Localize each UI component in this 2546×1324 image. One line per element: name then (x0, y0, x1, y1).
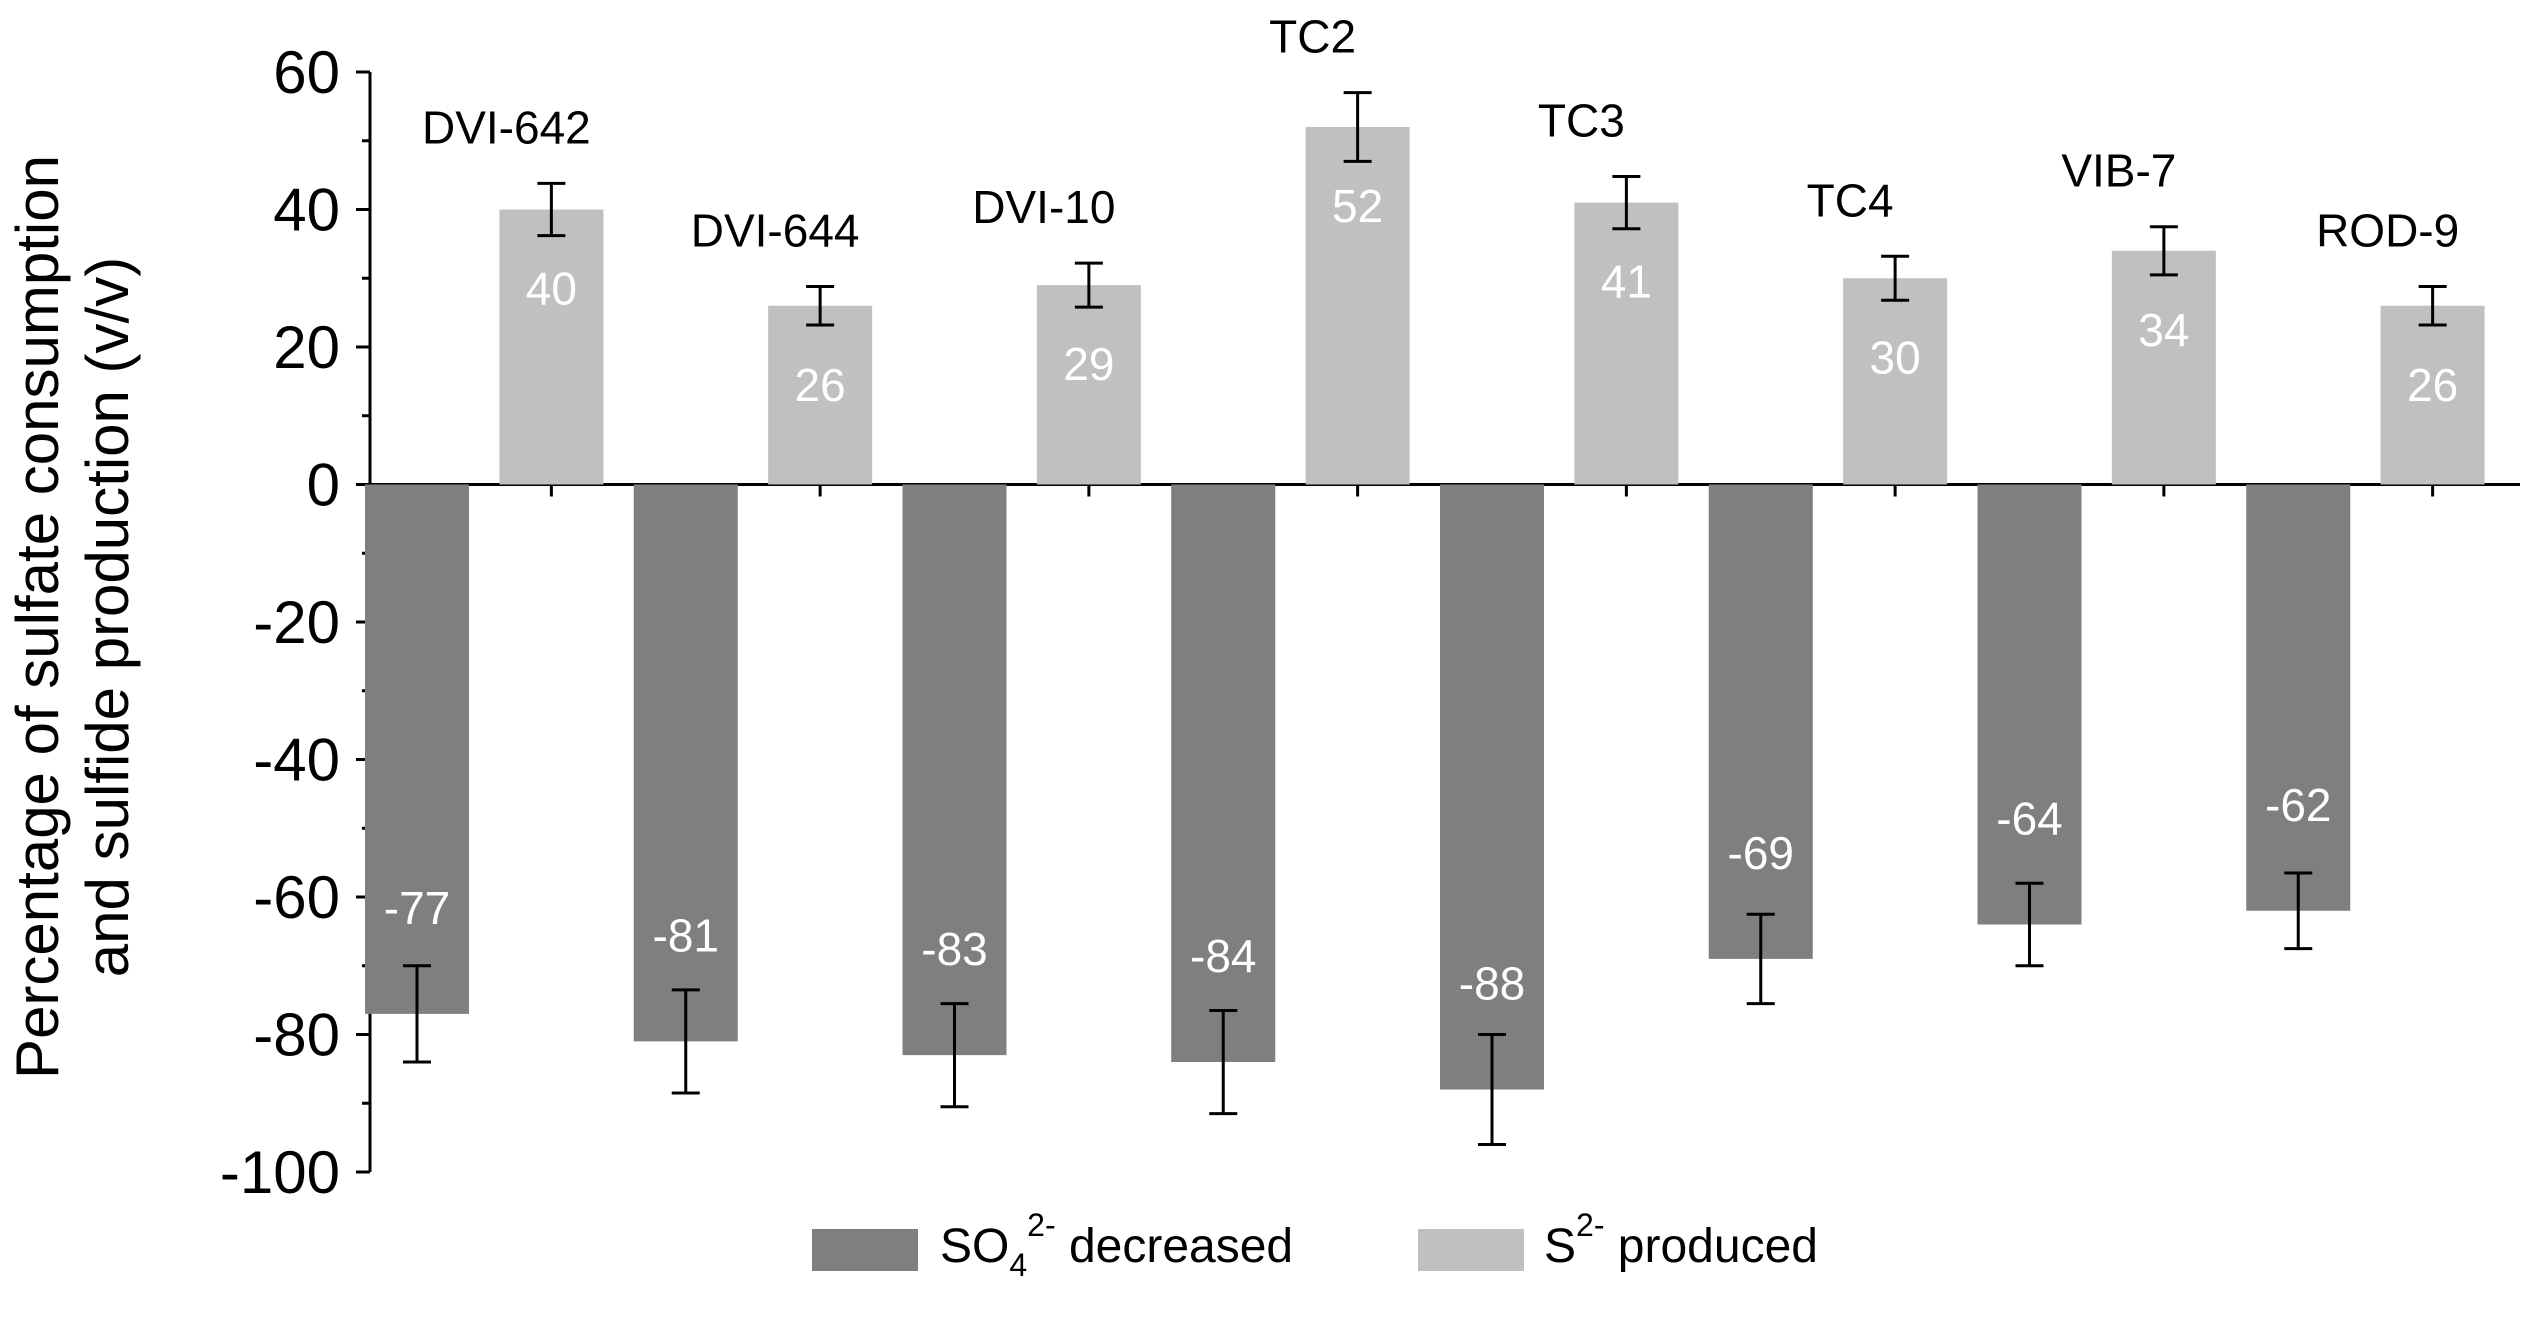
category-label: TC2 (1269, 11, 1356, 63)
value-label-s2: 41 (1601, 256, 1652, 308)
value-label-so4: -81 (653, 909, 719, 961)
y-tick-label: -80 (253, 1002, 340, 1069)
category-label: VIB-7 (2061, 145, 2176, 197)
bar-s2-produced (768, 305, 873, 485)
series-s2-produced (499, 91, 2485, 485)
series-so4-decreased (365, 484, 2351, 1146)
bar-s2-produced (1574, 202, 1679, 485)
bar-so4-decreased (1977, 484, 2082, 925)
value-label-so4: -64 (1996, 793, 2062, 845)
y-tick-label: -40 (253, 727, 340, 794)
value-label-s2: 29 (1063, 338, 1114, 390)
bar-so4-decreased (1708, 484, 1813, 959)
y-tick-label: 40 (273, 177, 340, 244)
value-label-so4: -69 (1728, 827, 1794, 879)
bar-so4-decreased (365, 484, 469, 1014)
bar-s2-produced (1305, 127, 1410, 485)
value-label-so4: -88 (1459, 958, 1525, 1010)
value-label-s2: 52 (1332, 180, 1383, 232)
category-label: DVI-642 (422, 101, 591, 153)
legend-swatch-so4 (812, 1229, 918, 1271)
bar-so4-decreased (1440, 484, 1544, 1090)
bar-s2-produced (499, 209, 604, 485)
value-label-so4: -62 (2265, 779, 2331, 831)
category-label: TC4 (1807, 174, 1894, 226)
bar-so4-decreased (633, 484, 738, 1042)
category-label: TC3 (1538, 95, 1625, 147)
bar-so4-decreased (902, 484, 1007, 1056)
category-label: ROD-9 (2316, 205, 2459, 257)
data-labels: -77 40 DVI-642 -81 26 DVI-644 -83 29 DVI-10 -84 52… (384, 11, 2459, 1010)
legend-label-s2: S2- produced (1544, 1207, 1818, 1273)
value-label-s2: 34 (2138, 304, 2189, 356)
value-label-s2: 30 (1870, 331, 1921, 383)
bar-s2-produced (1843, 278, 1948, 485)
legend: SO42- decreased S2- produced (812, 1207, 1818, 1283)
y-tick-label: -60 (253, 864, 340, 931)
category-label: DVI-644 (691, 205, 860, 257)
legend-label-so4: SO42- decreased (940, 1207, 1293, 1283)
y-axis-label-line2: and sulfide production (v/v) (74, 257, 141, 977)
value-label-s2: 26 (795, 359, 846, 411)
y-axis-label-line1: Percentage of sulfate consumption (4, 155, 71, 1079)
category-label: DVI-10 (972, 181, 1115, 233)
bar-so4-decreased (2246, 484, 2351, 911)
bar-s2-produced (2380, 305, 2485, 485)
bar-s2-produced (2111, 250, 2216, 485)
value-label-so4: -77 (384, 882, 450, 934)
y-tick-label: 20 (273, 314, 340, 381)
y-tick-label: -20 (253, 589, 340, 656)
y-tick-label: 0 (307, 452, 340, 519)
bar-s2-produced (1036, 285, 1141, 485)
value-label-s2: 40 (526, 263, 577, 315)
value-label-s2: 26 (2407, 359, 2458, 411)
value-label-so4: -83 (921, 923, 987, 975)
y-axis-label: Percentage of sulfate consumption and su… (4, 155, 141, 1079)
axes: 60 40 20 0 -20 -40 -60 -80 -100 (220, 39, 2520, 1206)
y-tick-label: 60 (273, 39, 340, 106)
y-tick-label: -100 (220, 1139, 340, 1206)
legend-swatch-s2 (1418, 1229, 1524, 1271)
value-label-so4: -84 (1190, 930, 1256, 982)
bar-so4-decreased (1171, 484, 1276, 1062)
